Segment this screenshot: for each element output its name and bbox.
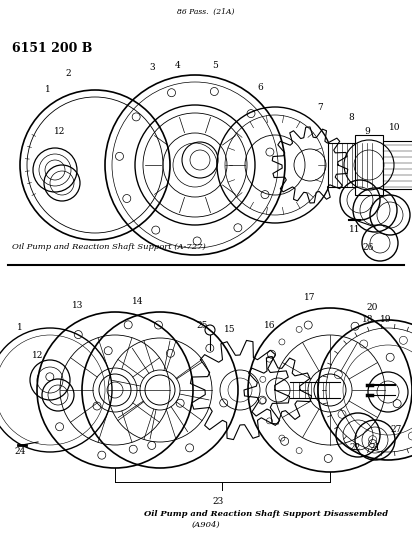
Text: 16: 16 bbox=[264, 320, 276, 329]
Bar bbox=[355, 135, 383, 195]
Text: 12: 12 bbox=[54, 127, 66, 136]
Text: 14: 14 bbox=[132, 297, 144, 306]
Text: 8: 8 bbox=[348, 114, 354, 123]
Text: 86 Pass.  (21A): 86 Pass. (21A) bbox=[177, 8, 235, 16]
Text: 6: 6 bbox=[257, 84, 263, 93]
Text: 2: 2 bbox=[65, 69, 71, 77]
Text: 10: 10 bbox=[389, 124, 401, 133]
Text: 3: 3 bbox=[149, 63, 155, 72]
Text: 21: 21 bbox=[369, 442, 381, 451]
Text: 13: 13 bbox=[73, 301, 84, 310]
Bar bbox=[383, 141, 412, 189]
Text: Oil Pump and Reaction Shaft Support (A-727): Oil Pump and Reaction Shaft Support (A-7… bbox=[12, 243, 206, 251]
Bar bbox=[328, 143, 383, 187]
Text: 15: 15 bbox=[224, 326, 236, 335]
Text: 11: 11 bbox=[349, 225, 361, 235]
Text: 19: 19 bbox=[380, 316, 392, 325]
Text: 4: 4 bbox=[175, 61, 181, 69]
Text: 23: 23 bbox=[212, 497, 224, 506]
Text: 24: 24 bbox=[14, 448, 26, 456]
Text: 20: 20 bbox=[366, 303, 378, 312]
Text: 9: 9 bbox=[364, 127, 370, 136]
Text: 7: 7 bbox=[317, 103, 323, 112]
Text: 22: 22 bbox=[349, 442, 360, 451]
Text: 17: 17 bbox=[304, 294, 316, 303]
Text: Oil Pump and Reaction Shaft Support Disassembled: Oil Pump and Reaction Shaft Support Disa… bbox=[144, 510, 389, 518]
Text: 12: 12 bbox=[32, 351, 44, 360]
Text: 25: 25 bbox=[196, 320, 208, 329]
Text: 6151 200 B: 6151 200 B bbox=[12, 42, 92, 55]
Text: (A904): (A904) bbox=[192, 521, 220, 529]
Text: 27: 27 bbox=[390, 425, 402, 434]
Text: 18: 18 bbox=[362, 316, 374, 325]
Text: 26: 26 bbox=[362, 244, 374, 253]
Text: 1: 1 bbox=[45, 85, 51, 94]
Text: 1: 1 bbox=[17, 324, 23, 333]
Text: 5: 5 bbox=[212, 61, 218, 69]
